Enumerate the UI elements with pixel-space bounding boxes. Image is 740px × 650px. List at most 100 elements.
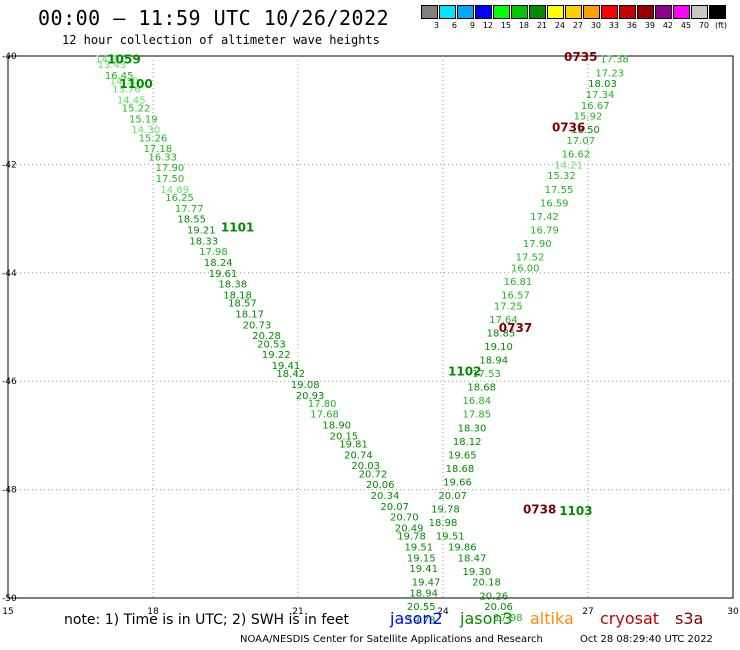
data-point-label: 19.78 <box>431 505 460 516</box>
data-point-label: 19.78 <box>397 532 426 543</box>
data-point-label: 13.43 <box>98 60 127 71</box>
data-point-label: 18.33 <box>189 236 218 247</box>
data-point-label: 19.78 <box>407 616 436 627</box>
color-scale-label: 9 <box>469 21 475 30</box>
y-tick-label: -50 <box>2 594 17 604</box>
data-point-label: 20.07 <box>380 502 409 513</box>
color-scale-label: 33 <box>608 21 619 30</box>
color-swatch <box>421 5 438 19</box>
time-label: 0736 <box>552 120 585 134</box>
y-tick-label: -44 <box>2 269 17 279</box>
data-point-label: 18.85 <box>487 328 516 339</box>
data-point-label: 15.32 <box>547 171 576 182</box>
time-label: 1059 <box>107 53 140 67</box>
data-point-label: 20.34 <box>371 491 400 502</box>
color-scale-label: 12 <box>482 21 493 30</box>
data-point-label: 18.38 <box>218 280 247 291</box>
plot-frame <box>7 55 734 599</box>
data-point-label: 18.24 <box>204 258 233 269</box>
time-label: 1102 <box>448 364 481 378</box>
data-point-label: 20.72 <box>359 469 388 480</box>
data-point-label: 18.50 <box>571 125 600 136</box>
data-point-label: 19.51 <box>436 532 465 543</box>
legend-jason2: jason2 <box>390 609 443 628</box>
data-point-label: 18.30 <box>458 423 487 434</box>
color-swatch <box>439 5 456 19</box>
chart-subtitle: 12 hour collection of altimeter wave hei… <box>62 33 380 47</box>
x-tick-label: 24 <box>437 607 449 617</box>
x-tick-label: 27 <box>582 607 593 617</box>
data-point-label: 17.98 <box>494 613 523 624</box>
data-point-label: 17.53 <box>472 369 501 380</box>
timestamp: Oct 28 08:29:40 UTC 2022 <box>580 634 713 645</box>
data-point-label: 16.59 <box>540 198 569 209</box>
data-point-label: 16.25 <box>165 193 194 204</box>
data-point-label: 16.81 <box>504 277 533 288</box>
color-swatch <box>547 5 564 19</box>
color-swatch <box>511 5 528 19</box>
color-scale-label: 15 <box>500 21 511 30</box>
data-point-label: 18.90 <box>322 421 351 432</box>
data-point-label: 19.47 <box>412 578 441 589</box>
data-point-label: 20.07 <box>438 491 467 502</box>
x-tick-label: 21 <box>292 607 303 617</box>
color-scale-label: 24 <box>554 21 565 30</box>
data-point-label: 18.18 <box>223 290 252 301</box>
data-point-label: 17.85 <box>463 410 492 421</box>
legend-cryosat: cryosat <box>600 609 660 628</box>
data-point-label: 19.81 <box>339 440 368 451</box>
data-point-label: 20.06 <box>366 480 395 491</box>
data-point-label: 18.68 <box>446 464 475 475</box>
color-swatch <box>529 5 546 19</box>
color-scale-label: (ft) <box>714 21 727 30</box>
legend-jason3: jason3 <box>460 609 513 628</box>
data-point-label: 20.06 <box>484 602 513 613</box>
data-point-label: 16.57 <box>501 290 530 301</box>
data-point-label: 17.80 <box>308 399 337 410</box>
time-label: 0738 <box>523 503 556 517</box>
color-scale-label: 70 <box>698 21 709 30</box>
data-point-label: 19.21 <box>187 225 216 236</box>
color-swatch <box>457 5 474 19</box>
color-scale-labels: 3 6 9 12 15 18 21 24 27 30 33 36 39 42 45 70 (ft) <box>421 21 727 30</box>
data-point-label: 16.79 <box>530 225 559 236</box>
data-point-label: 18.55 <box>177 215 206 226</box>
data-point-label: 20.70 <box>390 513 419 524</box>
data-point-label: 14.87 <box>95 55 124 66</box>
data-point-label: 17.64 <box>489 315 518 326</box>
color-swatch <box>691 5 708 19</box>
data-point-label: 18.98 <box>429 518 458 529</box>
data-point-label: 16.62 <box>562 150 591 161</box>
color-swatch <box>637 5 654 19</box>
data-point-label: 16.00 <box>511 263 540 274</box>
color-scale-label: 3 <box>433 21 439 30</box>
data-point-label: 17.23 <box>595 68 624 79</box>
color-scale-label: 6 <box>451 21 457 30</box>
color-scale <box>421 5 727 19</box>
data-point-label: 19.41 <box>272 361 301 372</box>
data-point-label: 20.18 <box>472 578 501 589</box>
x-tick-label: 18 <box>147 607 159 617</box>
color-scale-label: 21 <box>536 21 547 30</box>
data-point-label: 20.15 <box>330 431 359 442</box>
color-scale-label: 27 <box>572 21 583 30</box>
color-swatch <box>673 5 690 19</box>
data-point-label: 19.41 <box>409 564 438 575</box>
data-point-label: 20.26 <box>479 591 508 602</box>
color-scale-label: 30 <box>590 21 601 30</box>
data-point-label: 17.90 <box>523 239 552 250</box>
data-point-label: 18.68 <box>467 383 496 394</box>
data-point-label: 15.26 <box>139 133 168 144</box>
data-point-label: 19.08 <box>291 380 320 391</box>
time-label: 1101 <box>221 221 254 235</box>
time-label: 1100 <box>119 77 152 91</box>
color-scale-label: 36 <box>626 21 637 30</box>
data-point-label: 16.33 <box>148 152 177 163</box>
time-label: 0737 <box>499 321 532 335</box>
data-point-label: 20.73 <box>243 320 272 331</box>
data-point-label: 19.61 <box>209 269 238 280</box>
data-point-label: 18.03 <box>588 79 617 90</box>
color-swatch <box>583 5 600 19</box>
legend-altika: altika <box>530 609 574 628</box>
